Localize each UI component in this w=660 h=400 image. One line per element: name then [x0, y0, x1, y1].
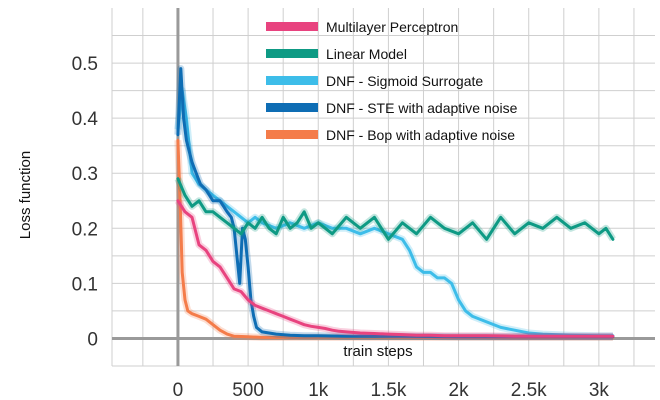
legend-label: DNF - Bop with adaptive noise — [326, 127, 515, 143]
legend: Multilayer Perceptron Linear Model DNF - S… — [266, 19, 518, 143]
x-tick-label: 3k — [589, 380, 610, 400]
legend-swatch — [266, 130, 318, 139]
x-tick-label: 1.5k — [370, 380, 406, 400]
legend-label: DNF - STE with adaptive noise — [326, 100, 518, 116]
series-lines — [174, 65, 616, 341]
legend-swatch — [266, 76, 318, 85]
x-tick-label: 2k — [449, 380, 470, 400]
x-tick-label: 1k — [308, 380, 329, 400]
tick-labels: 0 500 1k 1.5k 2k 2.5k 3k 0 0.1 0.2 0.3 0.4 0.5 — [72, 54, 610, 400]
series-line — [176, 177, 615, 241]
y-tick-label: 0.1 — [72, 274, 98, 295]
y-tick-label: 0.5 — [72, 54, 98, 75]
x-tick-label: 0 — [173, 380, 184, 400]
series-line — [176, 67, 615, 339]
legend-label: Linear Model — [326, 46, 407, 62]
series-line — [176, 199, 615, 338]
x-tick-label: 500 — [232, 380, 264, 400]
legend-label: DNF - Sigmoid Surrogate — [326, 73, 483, 89]
legend-swatch — [266, 22, 318, 31]
legend-label: Multilayer Perceptron — [326, 19, 458, 35]
y-tick-label: 0.2 — [72, 219, 98, 240]
legend-swatch — [266, 49, 318, 58]
y-tick-label: 0 — [87, 329, 98, 350]
grid — [111, 8, 655, 367]
y-tick-label: 0.3 — [72, 164, 98, 185]
y-tick-label: 0.4 — [72, 109, 99, 130]
x-tick-label: 2.5k — [511, 380, 547, 400]
legend-swatch — [266, 103, 318, 112]
y-axis-title: Loss function — [17, 151, 34, 239]
x-axis-title: train steps — [343, 343, 412, 360]
